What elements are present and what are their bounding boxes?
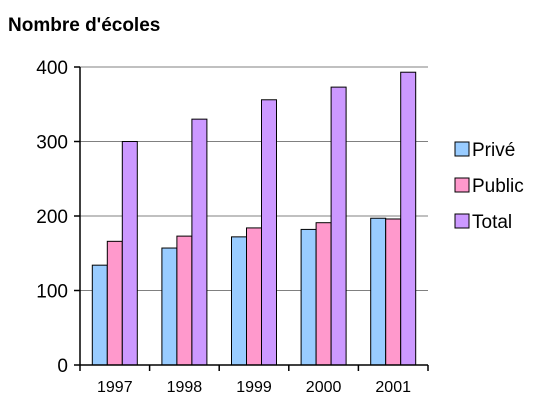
x-tick-label: 1998 [167, 379, 203, 396]
x-tick-label: 2001 [375, 379, 411, 396]
bar-public-2001 [385, 218, 402, 366]
bar-public-1998 [176, 235, 193, 366]
legend-swatch-priv- [454, 141, 470, 157]
legend-label: Privé [472, 140, 515, 161]
bar-public-1999 [246, 227, 262, 366]
legend-label: Total [472, 212, 512, 233]
bar-priv--2001 [370, 217, 387, 366]
y-axis-ticks: 0 100 200 300 400 [36, 58, 80, 377]
legend-label: Public [472, 176, 524, 197]
bar-priv--1999 [231, 236, 247, 366]
chart-title: Nombre d'écoles [8, 15, 160, 36]
y-tick-label: 300 [36, 133, 68, 154]
y-tick-label: 0 [57, 356, 68, 377]
bar-total-1999 [261, 99, 277, 366]
bar-total-2000 [330, 86, 347, 366]
y-tick-label: 400 [36, 58, 68, 79]
y-tick-label: 100 [36, 282, 68, 303]
bar-total-2001 [400, 71, 417, 366]
bar-total-1997 [121, 141, 138, 366]
x-tick-label: 1999 [236, 379, 272, 396]
legend: Privé Public Total [454, 140, 524, 233]
bar-priv--2000 [300, 228, 317, 366]
bar-public-1997 [106, 240, 123, 366]
legend-swatch-public [454, 177, 470, 193]
bar-total-1998 [191, 118, 208, 366]
bar-public-2000 [315, 222, 332, 366]
bars [91, 71, 417, 366]
legend-swatch-total [454, 213, 470, 229]
y-tick-label: 200 [36, 207, 68, 228]
x-tick-label: 2000 [306, 379, 342, 396]
x-axis-ticks: 1997 1998 1999 2000 2001 [79, 365, 429, 396]
bar-priv--1998 [161, 247, 178, 366]
x-tick-label: 1997 [97, 379, 133, 396]
bar-priv--1997 [91, 264, 108, 366]
